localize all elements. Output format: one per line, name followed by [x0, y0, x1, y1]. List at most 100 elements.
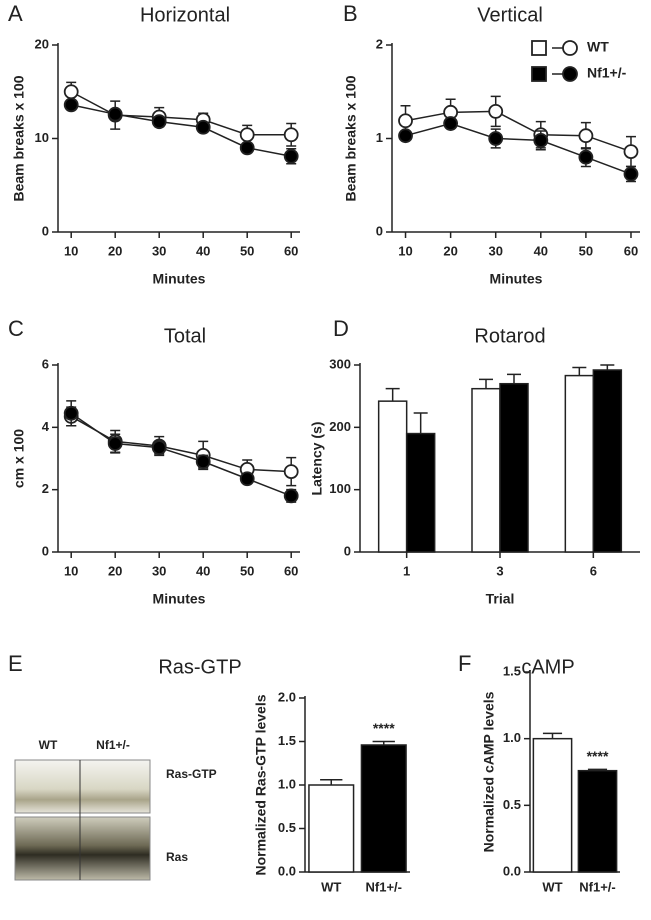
x-tick-label: 30 — [152, 243, 166, 258]
x-tick-label: 20 — [108, 563, 122, 578]
legend-swatch — [531, 40, 547, 56]
y-tick-label: 0.5 — [278, 820, 296, 835]
y-axis-label: Beam breaks x 100 — [11, 75, 27, 201]
panel-letter: B — [343, 1, 358, 26]
legend-marker — [562, 40, 578, 56]
blot-lane-label: Nf1+/- — [96, 738, 130, 752]
y-tick-label: 2.0 — [278, 689, 296, 704]
x-tick-label: 40 — [534, 243, 548, 258]
y-tick-label: 2 — [42, 481, 49, 496]
bar — [564, 374, 595, 553]
error-bar — [479, 378, 493, 389]
x-tick-label: 20 — [443, 243, 457, 258]
bar — [592, 369, 623, 553]
annotation: **** — [587, 748, 609, 764]
blot-band — [14, 759, 151, 814]
line — [405, 110, 632, 153]
chart-title: Total — [164, 325, 206, 347]
marker — [283, 464, 299, 479]
y-tick-label: 0 — [42, 543, 49, 558]
y-tick-label: 1.5 — [503, 663, 521, 678]
marker — [283, 488, 299, 504]
error-bar — [600, 364, 615, 370]
x-tick-label: Nf1+/- — [579, 879, 615, 894]
x-tick-label: 30 — [488, 243, 502, 258]
error-bar — [320, 779, 343, 785]
panel-letter: A — [8, 1, 23, 26]
blot-band-label: Ras — [166, 850, 188, 864]
y-tick-label: 6 — [42, 356, 49, 371]
error-bar — [507, 373, 521, 384]
y-tick-label: 300 — [329, 356, 351, 371]
y-tick-label: 2 — [376, 36, 383, 51]
bar — [577, 769, 618, 873]
y-tick-label: 0.0 — [278, 863, 296, 878]
chart-title: Ras-GTP — [158, 656, 241, 678]
chart-title: Rotarod — [474, 325, 545, 347]
error-bar — [413, 412, 428, 434]
marker — [578, 149, 594, 165]
line — [405, 122, 632, 175]
line — [70, 415, 292, 473]
legend-label: Nf1+/- — [587, 65, 627, 81]
y-tick-label: 20 — [35, 36, 49, 51]
y-tick-label: 0 — [376, 223, 383, 238]
marker — [443, 116, 459, 131]
marker — [151, 440, 167, 455]
x-tick-label: 50 — [579, 243, 593, 258]
x-axis-label: Minutes — [490, 271, 543, 287]
marker — [533, 132, 549, 148]
legend-marker — [562, 66, 578, 82]
bar — [308, 784, 355, 873]
marker — [239, 140, 255, 156]
y-tick-label: 1.0 — [278, 776, 296, 791]
y-axis-label: cm x 100 — [11, 429, 27, 488]
y-tick-label: 200 — [329, 419, 351, 434]
error-bar — [385, 387, 400, 402]
y-tick-label: 1 — [376, 130, 383, 145]
y-tick-label: 0.0 — [503, 863, 521, 878]
x-tick-label: 40 — [196, 563, 210, 578]
marker — [107, 106, 123, 122]
panel-letter: D — [333, 316, 349, 341]
marker — [488, 131, 504, 146]
x-tick-label: 60 — [624, 243, 638, 258]
annotation: **** — [373, 720, 395, 736]
bar — [377, 400, 408, 553]
x-tick-label: 60 — [284, 563, 298, 578]
bar — [499, 382, 529, 553]
x-axis-label: Minutes — [153, 271, 206, 287]
error-bar — [542, 732, 563, 739]
chart-title: cAMP — [521, 656, 574, 678]
y-tick-label: 4 — [42, 419, 50, 434]
x-tick-label: 1 — [403, 563, 410, 578]
x-tick-label: 6 — [590, 563, 597, 578]
x-tick-label: 10 — [64, 563, 78, 578]
y-axis-label: Normalized cAMP levels — [481, 691, 497, 852]
y-axis-label: Beam breaks x 100 — [343, 75, 359, 201]
x-tick-label: 3 — [496, 563, 503, 578]
x-tick-label: 60 — [284, 243, 298, 258]
x-tick-label: 10 — [398, 243, 412, 258]
y-tick-label: 0 — [344, 543, 351, 558]
error-bar — [572, 366, 587, 376]
marker — [623, 144, 639, 159]
marker — [283, 148, 299, 164]
panel-letter: F — [458, 651, 471, 676]
y-tick-label: 0 — [42, 223, 49, 238]
y-tick-label: 100 — [329, 481, 351, 496]
legend-swatch — [531, 66, 547, 82]
marker — [195, 454, 211, 470]
y-tick-label: 1.0 — [503, 730, 521, 745]
x-tick-label: 30 — [152, 563, 166, 578]
x-tick-label: 50 — [240, 243, 254, 258]
x-axis-label: Trial — [486, 591, 515, 607]
x-tick-label: 50 — [240, 563, 254, 578]
marker — [398, 113, 413, 129]
y-axis-label: Latency (s) — [309, 422, 325, 496]
bar — [532, 737, 573, 873]
x-tick-label: WT — [542, 879, 562, 894]
y-tick-label: 1.5 — [278, 733, 296, 748]
line — [70, 412, 292, 497]
x-tick-label: Nf1+/- — [366, 879, 402, 894]
